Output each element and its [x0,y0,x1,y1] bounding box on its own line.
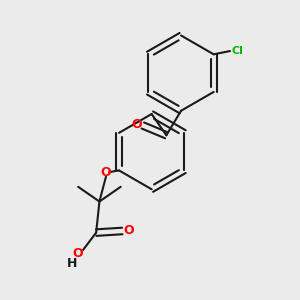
Text: O: O [131,118,142,131]
Text: O: O [124,224,134,237]
Text: H: H [66,257,77,270]
Text: O: O [73,248,83,260]
Text: Cl: Cl [232,46,244,56]
Text: O: O [101,166,111,178]
